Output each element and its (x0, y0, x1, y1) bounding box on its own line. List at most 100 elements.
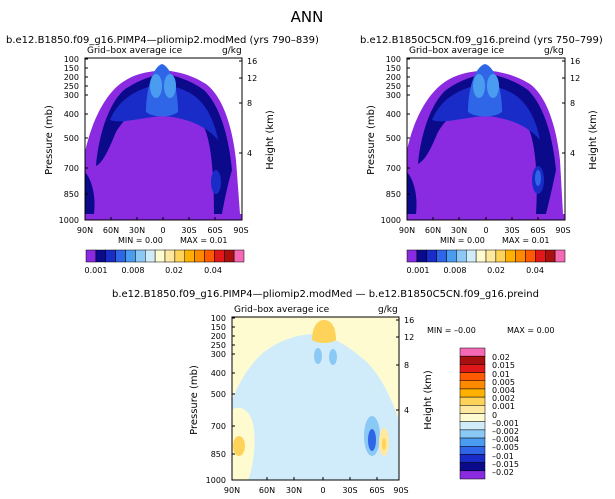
y-axis-label: Pressure (mb) (189, 365, 200, 435)
panel-preind-subtitle: Grid–box average ice (409, 46, 505, 56)
y-tick-label: 400 (211, 369, 226, 378)
colorbar-swatch (475, 249, 487, 263)
panel-modmed-field (85, 58, 242, 220)
field-arctic-max (233, 436, 245, 456)
x-ticks: 90N 60N 30N 0 30S 60S 90S (77, 217, 249, 235)
colorbar-swatches (406, 249, 566, 263)
y-tick-label: 150 (386, 64, 401, 73)
height-axis-label: Height (km) (588, 110, 599, 170)
x-tick-label: 90N (399, 226, 415, 235)
height-ticks: 16 12 8 4 (562, 57, 580, 158)
colorbar-label: –0.002 (492, 427, 519, 436)
height-tick-label: 12 (247, 74, 257, 83)
height-ticks: 16 12 8 4 (396, 316, 414, 415)
colorbar-swatch (459, 421, 486, 431)
x-tick-label: 90S (233, 226, 248, 235)
y-tick-label: 250 (211, 341, 226, 350)
x-tick-label: 90S (555, 226, 570, 235)
panel-modmed-units: g/kg (222, 46, 242, 56)
colorbar-swatch (406, 249, 418, 263)
colorbar-label: 0.004 (492, 386, 515, 395)
colorbar-label: 0.02 (487, 266, 505, 275)
panel-difference-axes: 100 150 200 250 300 400 500 700 850 1000 (189, 314, 554, 495)
y-tick-label: 150 (211, 323, 226, 332)
y-tick-label: 200 (64, 73, 79, 82)
min-label: MIN = 0.00 (118, 236, 163, 245)
x-tick-label: 30S (342, 486, 357, 495)
x-tick-label: 30S (504, 226, 519, 235)
colorbar-swatch (459, 355, 486, 365)
height-tick-label: 8 (404, 361, 409, 370)
x-tick-label: 60N (425, 226, 441, 235)
x-tick-label: 30S (181, 226, 196, 235)
height-tick-label: 4 (570, 149, 575, 158)
colorbar-label: 0.005 (492, 378, 515, 387)
colorbar-swatch (495, 249, 506, 263)
y-tick-label: 200 (211, 332, 226, 341)
field-core-right (164, 74, 176, 98)
colorbar-label: –0.02 (492, 468, 514, 477)
max-label: MAX = 0.01 (502, 236, 549, 245)
y-axis-label: Pressure (mb) (44, 105, 55, 175)
y-ticks: 100 150 200 250 300 400 500 700 850 1000 (206, 314, 235, 485)
colorbar-swatch (554, 249, 566, 263)
colorbar-swatch (105, 249, 116, 263)
y-tick-label: 400 (386, 110, 401, 119)
field-southern-min (368, 429, 376, 451)
x-tick-label: 90S (393, 486, 408, 495)
y-tick-label: 850 (386, 190, 401, 199)
x-tick-label: 90N (77, 226, 93, 235)
y-tick-label: 300 (64, 91, 79, 100)
panel-modmed-axes: 100 150 200 250 300 400 500 700 850 1000 (44, 55, 276, 245)
colorbar-swatch (459, 470, 486, 480)
x-tick-label: 0 (160, 226, 165, 235)
colorbar-label: 0.02 (165, 266, 183, 275)
field-arctic-low (85, 172, 95, 214)
colorbar-label: 0.01 (492, 370, 510, 379)
colorbar-swatch (135, 249, 146, 263)
colorbar-swatch (459, 446, 486, 455)
panel-preind-title: b.e12.B1850C5CN.f09_g16.preind (yrs 750–… (360, 35, 603, 46)
panel-difference-field (232, 317, 399, 480)
panel-difference-frame (231, 316, 400, 481)
y-tick-label: 500 (211, 390, 226, 399)
colorbar-swatch (466, 249, 477, 263)
y-tick-label: 250 (64, 82, 79, 91)
colorbar-swatch (459, 380, 486, 390)
x-tick-label: 60N (103, 226, 119, 235)
colorbar-difference: 0.02 0.015 0.01 0.005 0.004 0.002 0.001 … (459, 347, 519, 480)
colorbar-swatch (204, 249, 215, 263)
colorbar-label: –0.005 (492, 443, 519, 452)
colorbar-swatch (125, 249, 136, 263)
height-tick-label: 12 (570, 74, 580, 83)
x-tick-label: 30N (451, 226, 467, 235)
field-core-right (487, 74, 499, 98)
colorbar-label: 0.015 (492, 361, 515, 370)
x-ticks: 90N 60N 30N 0 30S 60S 90S (399, 217, 571, 235)
height-tick-label: 12 (404, 333, 414, 342)
y-tick-label: 500 (64, 134, 79, 143)
y-axis-label: Pressure (mb) (366, 105, 377, 175)
panel-modmed-subtitle: Grid–box average ice (87, 46, 183, 56)
x-ticks: 90N 60N 30N 0 30S 60S 90S (224, 477, 409, 495)
y-tick-label: 250 (386, 82, 401, 91)
height-axis-label: Height (km) (265, 110, 276, 170)
colorbar-swatches (459, 347, 486, 480)
y-tick-label: 400 (64, 110, 79, 119)
panel-preind-field (407, 58, 565, 220)
field-core-left (473, 74, 485, 98)
colorbar-swatch (485, 249, 497, 263)
field-tropical-positive (312, 320, 336, 343)
y-tick-label: 700 (386, 164, 401, 173)
colorbar-swatch (459, 372, 486, 381)
y-tick-label: 1000 (59, 216, 79, 225)
height-tick-label: 16 (404, 316, 414, 325)
colorbar-label: 0.001 (85, 266, 108, 275)
x-tick-label: 30N (129, 226, 145, 235)
x-tick-label: 60S (207, 226, 222, 235)
y-tick-label: 300 (386, 91, 401, 100)
colorbar-swatch (436, 249, 447, 263)
colorbar-swatch (145, 249, 156, 263)
height-tick-label: 4 (404, 406, 409, 415)
